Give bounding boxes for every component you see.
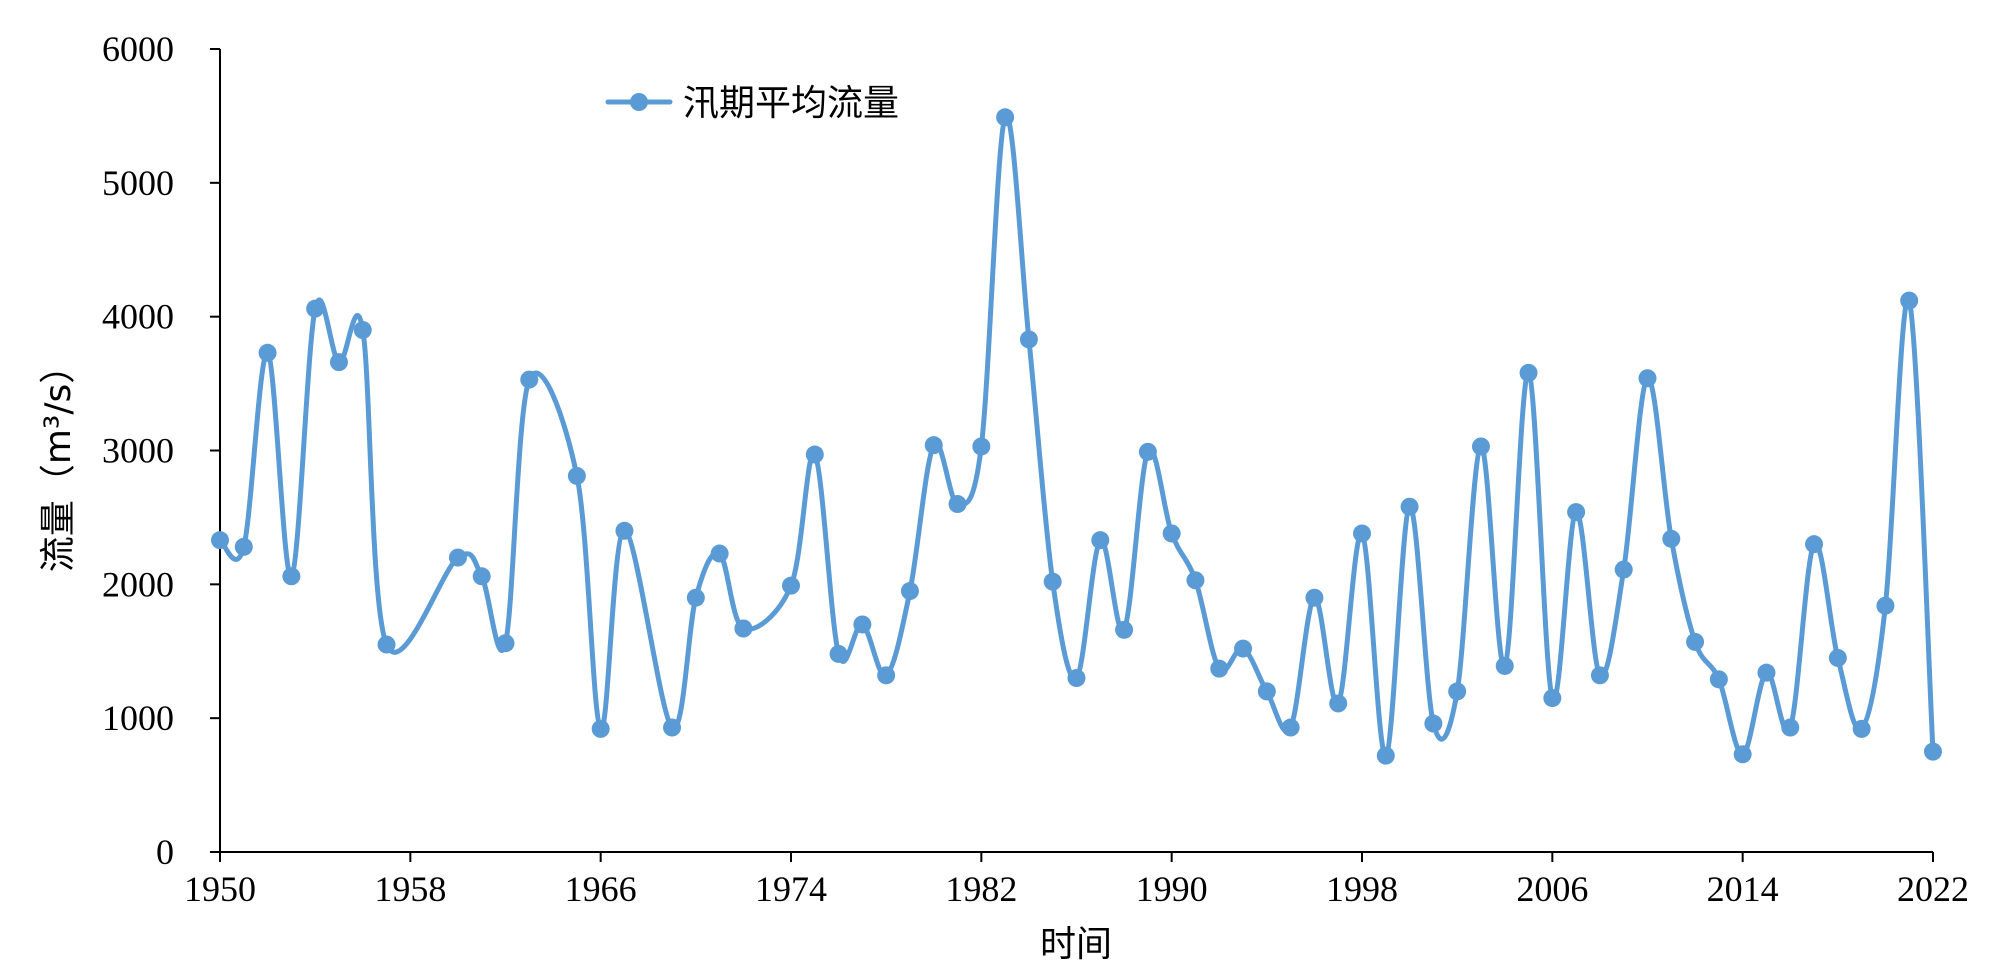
data-point-marker (1686, 632, 1705, 651)
data-point-marker (1924, 742, 1942, 761)
data-point-marker (306, 299, 325, 318)
data-point-marker (1828, 648, 1847, 667)
y-tick-label: 6000 (102, 29, 174, 69)
data-point-marker (996, 108, 1015, 127)
data-point-marker (1257, 682, 1276, 701)
data-point-marker (472, 567, 491, 586)
x-axis-ticks: 1950 1958 1966 1974 1982 1990 1998 2006 2014 2022 (184, 852, 1969, 909)
axes (219, 49, 1933, 853)
y-tick-label: 5000 (102, 163, 174, 203)
data-point-marker (353, 321, 372, 340)
data-point-marker (1067, 669, 1086, 688)
data-point-marker (710, 544, 729, 563)
data-point-marker (1519, 363, 1538, 382)
data-point-marker (1424, 714, 1443, 733)
data-point-marker (1662, 529, 1681, 548)
data-point-marker (1281, 718, 1300, 737)
data-point-marker (1567, 503, 1586, 522)
data-point-marker (1091, 531, 1110, 550)
legend: 汛期平均流量 (605, 83, 899, 124)
data-point-marker (1400, 497, 1419, 516)
data-point-marker (1781, 718, 1800, 737)
data-point-marker (686, 588, 705, 607)
data-point-marker (1638, 369, 1657, 388)
data-point-marker (1019, 330, 1038, 349)
data-point-marker (448, 548, 467, 567)
legend-label: 汛期平均流量 (683, 83, 899, 124)
data-point-marker (615, 521, 634, 540)
data-point-marker (1805, 535, 1824, 554)
data-point-marker (234, 537, 253, 556)
data-point-marker (1043, 572, 1062, 591)
data-point-marker (567, 466, 586, 485)
y-tick-label: 1000 (102, 698, 174, 738)
x-tick-label: 1974 (755, 869, 827, 909)
y-tick-label: 0 (156, 832, 174, 872)
data-point-marker (663, 718, 682, 737)
data-point-marker (1353, 524, 1371, 543)
data-point-marker (1876, 596, 1895, 615)
data-point-marker (1757, 663, 1776, 682)
data-point-marker (1210, 659, 1229, 678)
data-point-marker (1590, 666, 1609, 685)
y-axis-ticks: 0 1000 2000 3000 4000 5000 6000 (102, 29, 220, 872)
data-point-marker (591, 719, 610, 738)
y-tick-label: 3000 (102, 431, 174, 471)
x-tick-label: 2006 (1516, 869, 1588, 909)
data-point-marker (805, 445, 824, 464)
x-tick-label: 1950 (184, 869, 256, 909)
data-point-marker (1614, 560, 1633, 579)
data-point-marker (1852, 719, 1871, 738)
data-point-marker (1115, 620, 1134, 639)
data-point-marker (1733, 745, 1752, 764)
data-point-marker (1162, 524, 1181, 543)
data-point-marker (1471, 437, 1490, 456)
data-point-marker (1448, 682, 1467, 701)
data-point-marker (520, 370, 539, 389)
series-group (211, 108, 1942, 765)
data-point-marker (734, 619, 753, 638)
data-point-marker (329, 353, 348, 372)
y-axis-title: 流量（m³/s） (38, 348, 79, 572)
data-point-marker (1543, 689, 1562, 708)
x-tick-label: 1982 (945, 869, 1017, 909)
x-tick-label: 1966 (565, 869, 637, 909)
x-tick-label: 1958 (374, 869, 446, 909)
data-point-marker (948, 495, 967, 514)
y-tick-label: 2000 (102, 564, 174, 604)
x-tick-label: 1998 (1326, 869, 1398, 909)
data-point-marker (900, 582, 919, 601)
data-point-marker (924, 436, 943, 455)
data-point-marker (829, 644, 848, 663)
data-point-marker (1900, 291, 1919, 310)
data-point-marker (1305, 588, 1324, 607)
data-point-marker (1495, 656, 1514, 675)
data-point-marker (1709, 670, 1728, 689)
data-point-marker (972, 437, 991, 456)
data-point-marker (877, 666, 896, 685)
data-point-marker (1329, 694, 1348, 713)
data-point-marker (1376, 746, 1395, 765)
x-tick-label: 2022 (1897, 869, 1969, 909)
legend-swatch-marker (630, 93, 648, 111)
data-point-marker (211, 531, 229, 550)
y-tick-label: 4000 (102, 297, 174, 337)
data-point-marker (1234, 639, 1253, 658)
data-point-marker (496, 634, 515, 653)
data-point-marker (377, 635, 396, 654)
x-tick-label: 1990 (1136, 869, 1208, 909)
data-point-marker (782, 576, 800, 595)
data-point-marker (258, 343, 277, 362)
x-axis-title: 时间 (1040, 924, 1112, 965)
data-point-marker (1186, 571, 1205, 590)
data-point-marker (282, 567, 301, 586)
data-point-marker (853, 615, 872, 634)
series-line (217, 113, 1936, 759)
data-point-marker (1138, 442, 1157, 461)
x-tick-label: 2014 (1707, 869, 1779, 909)
